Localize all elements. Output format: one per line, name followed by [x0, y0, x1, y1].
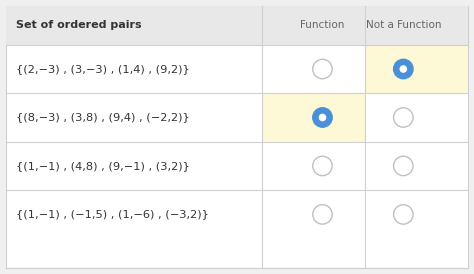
Circle shape	[319, 114, 326, 121]
Text: {(1,−1) , (4,8) , (9,−1) , (3,2)}: {(1,−1) , (4,8) , (9,−1) , (3,2)}	[16, 161, 190, 171]
Circle shape	[313, 108, 332, 127]
Text: {(1,−1) , (−1,5) , (1,−6) , (−3,2)}: {(1,−1) , (−1,5) , (1,−6) , (−3,2)}	[16, 209, 209, 219]
Circle shape	[400, 66, 406, 72]
Circle shape	[393, 59, 413, 79]
Text: {(2,−3) , (3,−3) , (1,4) , (9,2)}: {(2,−3) , (3,−3) , (1,4) , (9,2)}	[16, 64, 190, 74]
FancyBboxPatch shape	[6, 6, 468, 268]
Text: Function: Function	[301, 20, 345, 30]
FancyBboxPatch shape	[365, 45, 468, 93]
FancyBboxPatch shape	[263, 93, 365, 142]
Text: {(8,−3) , (3,8) , (9,4) , (−2,2)}: {(8,−3) , (3,8) , (9,4) , (−2,2)}	[16, 113, 190, 122]
FancyBboxPatch shape	[6, 6, 468, 45]
Text: Not a Function: Not a Function	[365, 20, 441, 30]
Text: Set of ordered pairs: Set of ordered pairs	[16, 20, 142, 30]
